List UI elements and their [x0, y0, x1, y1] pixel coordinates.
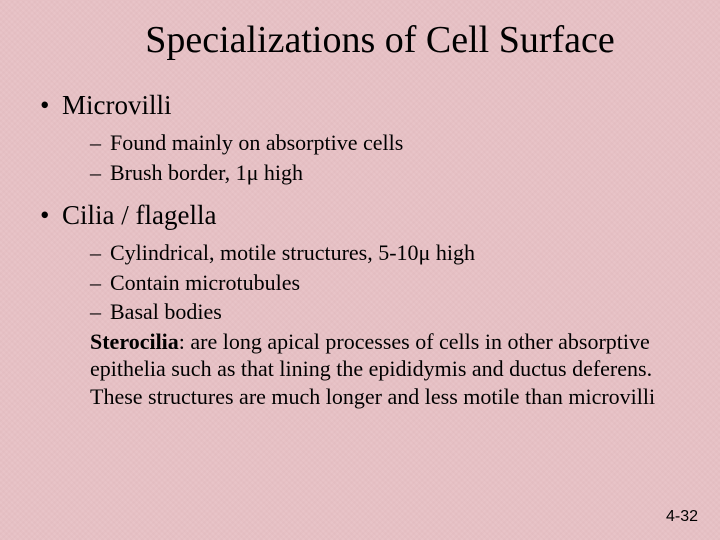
bullet-list-level1: Microvilli Found mainly on absorptive ce…: [40, 90, 680, 410]
bullet-cilia-label: Cilia / flagella: [62, 200, 216, 230]
bullet-microvilli-label: Microvilli: [62, 90, 172, 120]
microvilli-sublist: Found mainly on absorptive cells Brush b…: [90, 129, 680, 186]
sterocilia-bold: Sterocilia: [90, 329, 179, 354]
slide-container: Specializations of Cell Surface Microvil…: [0, 0, 720, 540]
page-number: 4-32: [666, 508, 698, 526]
bullet-cilia: Cilia / flagella Cylindrical, motile str…: [40, 200, 680, 410]
cilia-sub2: Contain microtubules: [90, 269, 680, 297]
cilia-sub1: Cylindrical, motile structures, 5-10μ hi…: [90, 239, 680, 267]
microvilli-sub2: Brush border, 1μ high: [90, 159, 680, 187]
slide-title: Specializations of Cell Surface: [40, 18, 680, 62]
microvilli-sub1: Found mainly on absorptive cells: [90, 129, 680, 157]
sterocilia-line: Sterocilia: are long apical processes of…: [90, 328, 680, 411]
cilia-sublist: Cylindrical, motile structures, 5-10μ hi…: [90, 239, 680, 410]
bullet-microvilli: Microvilli Found mainly on absorptive ce…: [40, 90, 680, 186]
cilia-sub3: Basal bodies: [90, 298, 680, 326]
